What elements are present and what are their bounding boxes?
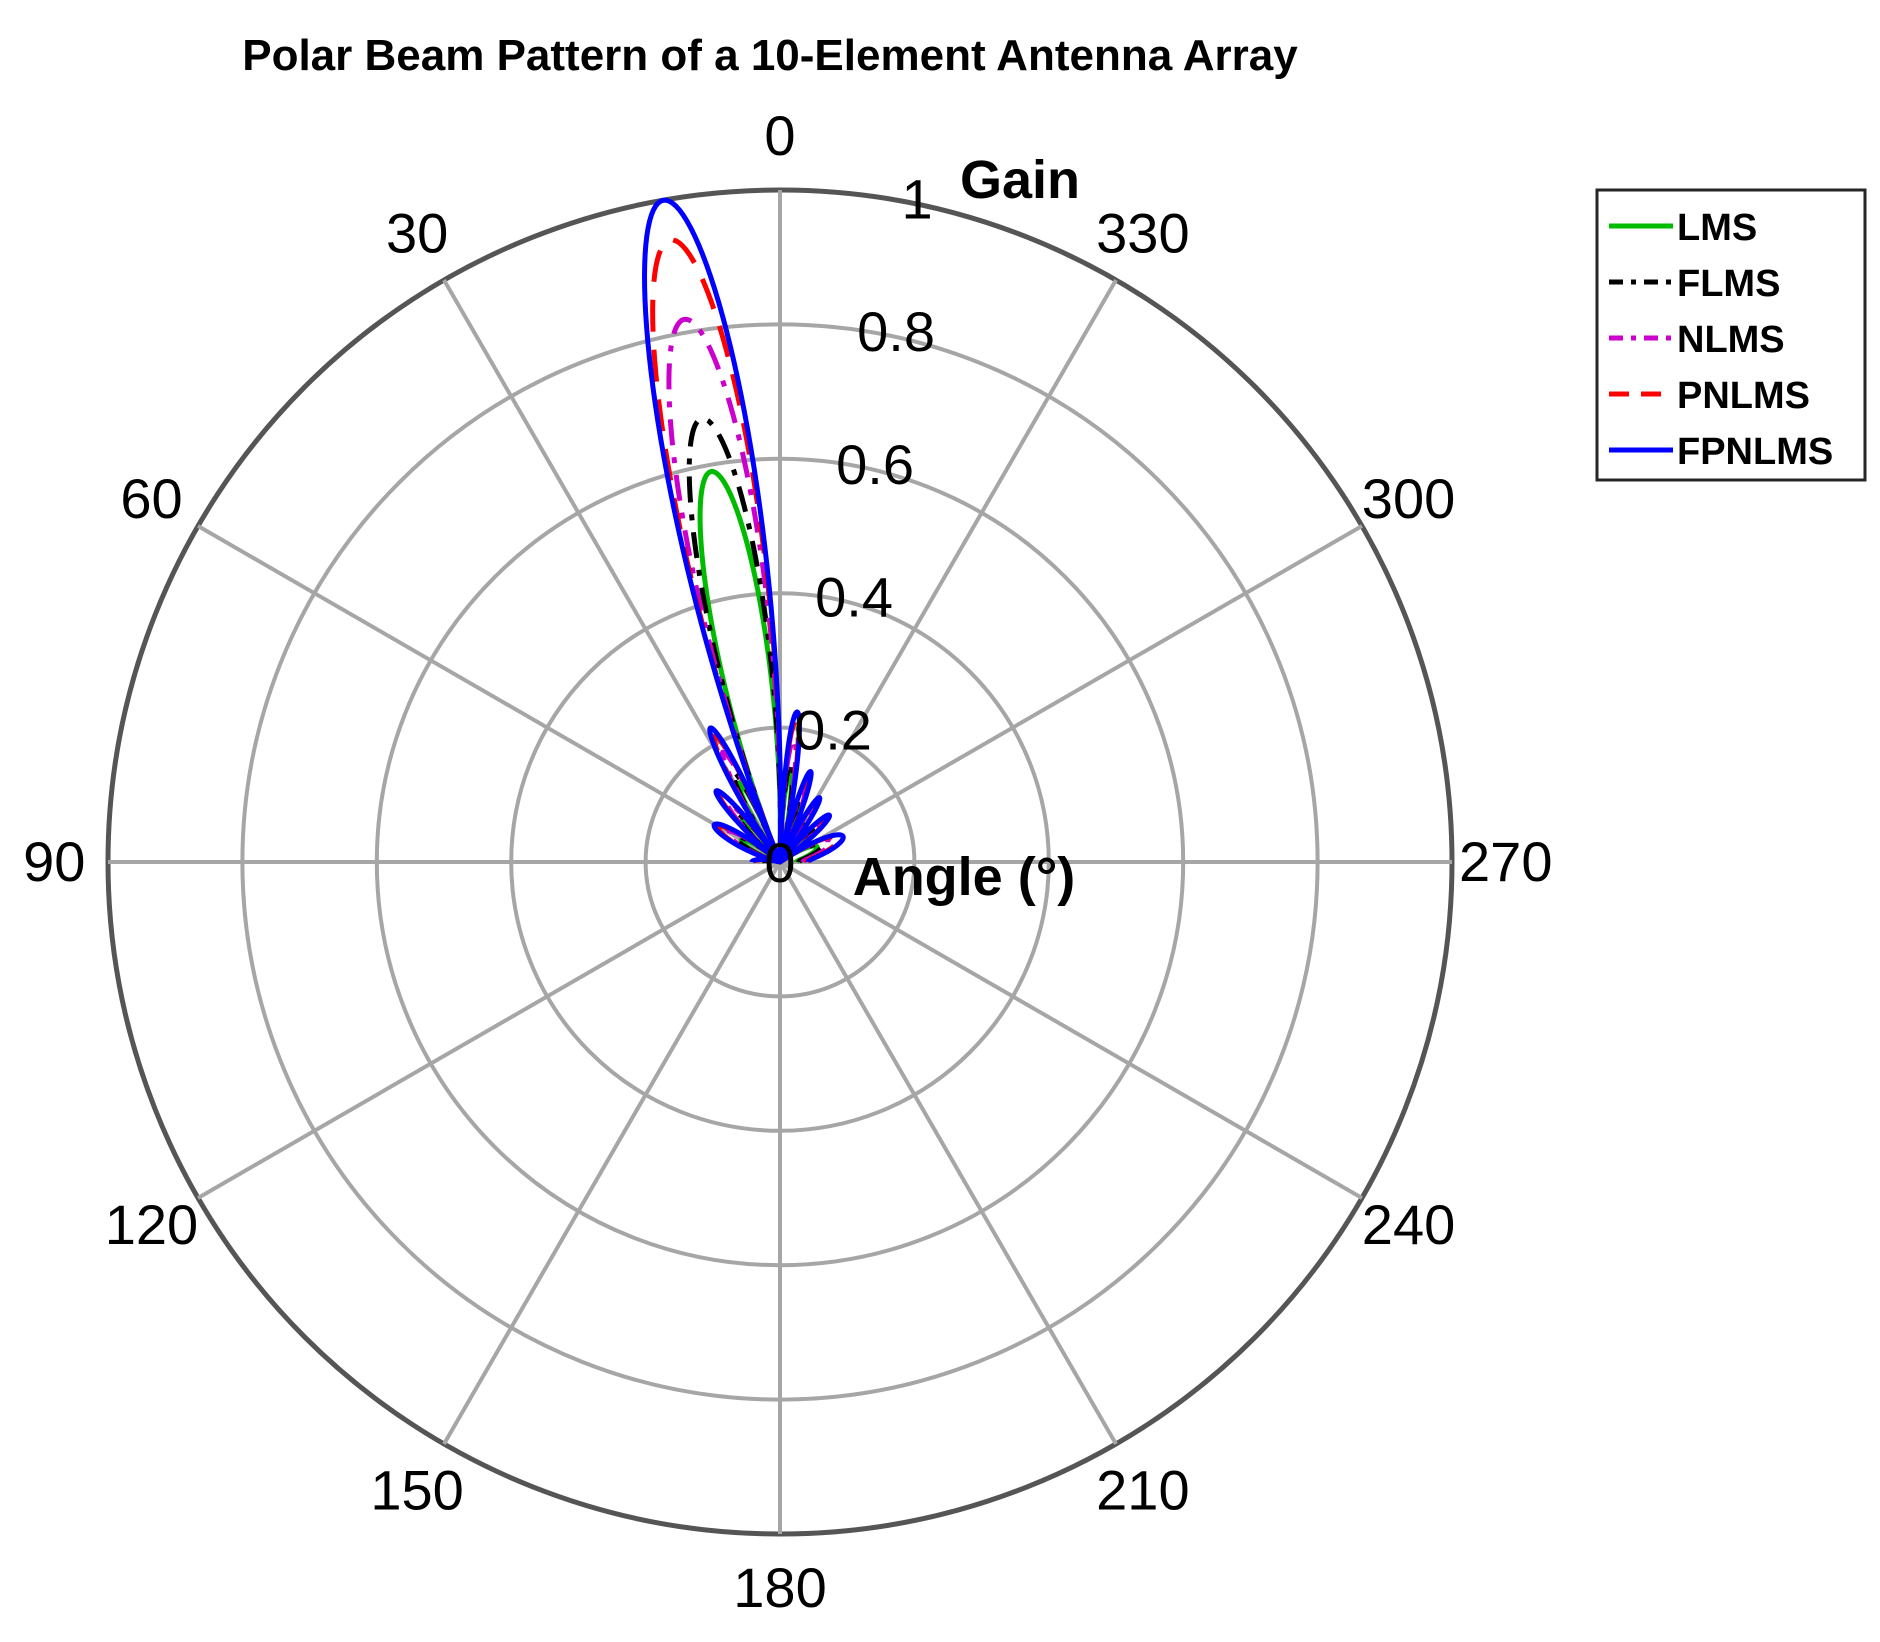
theta-tick-label: 270	[1459, 830, 1552, 893]
r-tick-label: 0	[764, 831, 795, 894]
legend-label-flms: FLMS	[1677, 263, 1780, 305]
r-tick-label: 0.2	[794, 698, 872, 761]
theta-grid-spoke	[197, 860, 782, 1200]
r-tick-label: 0.8	[857, 300, 935, 363]
theta-grid-spoke	[778, 279, 1118, 863]
theta-grid-spoke	[779, 524, 1363, 864]
r-axis-label: Gain	[960, 150, 1080, 210]
theta-tick-label: 90	[23, 830, 85, 893]
legend-label-pnlms: PNLMS	[1677, 375, 1810, 417]
legend: LMS FLMS NLMS PNLMS FPNLMS	[1595, 188, 1867, 482]
series-traces	[642, 197, 846, 865]
legend-label-lms: LMS	[1677, 207, 1757, 249]
legend-label-nlms: NLMS	[1677, 319, 1785, 361]
theta-tick-label: 330	[1096, 201, 1189, 264]
chart-title: Polar Beam Pattern of a 10-Element Anten…	[242, 31, 1298, 80]
theta-tick-label: 180	[733, 1556, 826, 1619]
theta-grid-spoke	[197, 524, 782, 864]
theta-tick-label: 210	[1096, 1459, 1189, 1522]
theta-axis-label: Angle (°)	[853, 847, 1076, 907]
series-line-fpnlms	[642, 197, 846, 865]
theta-tick-label: 240	[1362, 1193, 1455, 1256]
legend-box	[1595, 188, 1867, 482]
theta-tick-label: 30	[386, 201, 448, 264]
theta-tick-label: 60	[120, 467, 182, 530]
r-tick-label: 0.6	[836, 433, 914, 496]
legend-label-fpnlms: FPNLMS	[1677, 431, 1833, 473]
r-tick-label: 0.4	[815, 566, 893, 629]
theta-grid-spoke	[779, 860, 1363, 1200]
theta-tick-label: 300	[1362, 467, 1455, 530]
polar-grid	[105, 187, 1455, 1537]
theta-tick-label: 0	[764, 104, 795, 167]
r-tick-label: 1	[902, 167, 933, 230]
theta-grid-spoke	[778, 861, 1118, 1445]
theta-tick-label: 150	[370, 1459, 463, 1522]
theta-grid-spoke	[442, 861, 782, 1445]
theta-tick-label: 120	[105, 1193, 198, 1256]
tick-labels: 0 30 60 90 120 150 180 210 240 270 300 330 0 0.2 0.4 0.…	[23, 104, 1552, 1619]
